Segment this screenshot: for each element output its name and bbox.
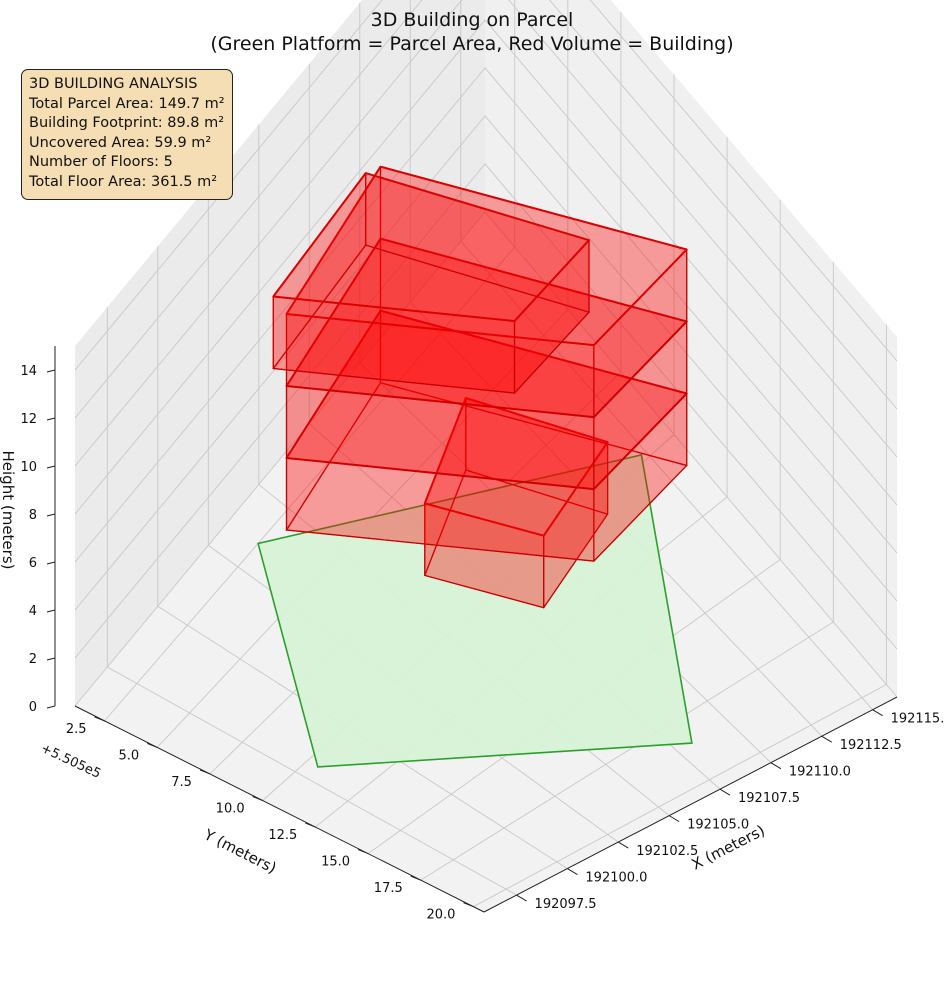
z-grid-line xyxy=(74,19,898,515)
y-grid-line xyxy=(473,684,887,908)
z-tick xyxy=(46,561,56,565)
building-floor xyxy=(285,237,688,490)
y-tick xyxy=(463,902,474,908)
z-grid-line xyxy=(74,0,898,467)
x-tick-label: 192110.0 xyxy=(789,765,851,780)
z-tick-label: 14 xyxy=(20,364,37,379)
y-tick-label: 17.5 xyxy=(374,881,403,896)
x-tick-label: 192097.5 xyxy=(535,897,597,912)
x-tick xyxy=(668,815,680,823)
y-tick-label: 5.0 xyxy=(119,748,140,763)
z-tick-label: 12 xyxy=(20,412,37,427)
y-tick-label: 12.5 xyxy=(268,828,297,843)
floor-top-face xyxy=(285,165,688,347)
x-axis-line xyxy=(483,696,898,913)
y-tick xyxy=(305,822,316,828)
x-grid-line xyxy=(460,240,873,711)
y-tick xyxy=(94,716,105,722)
z-tick xyxy=(46,369,56,373)
z-tick xyxy=(46,609,56,613)
y-tick xyxy=(147,742,158,748)
y-tick-label: 15.0 xyxy=(321,855,350,870)
info-parcel-area: Total Parcel Area: 149.7 m² xyxy=(29,95,225,112)
floor-top-face xyxy=(423,397,609,537)
x-tick xyxy=(719,788,731,796)
z-grid-line xyxy=(74,67,898,563)
x-tick xyxy=(770,762,782,770)
x-tick xyxy=(872,709,883,717)
x-tick-label: 192115.0 xyxy=(891,712,944,727)
info-building-footprint: Building Footprint: 89.8 m² xyxy=(29,115,225,132)
y-grid-line xyxy=(104,246,516,722)
info-total-floor-area: Total Floor Area: 361.5 m² xyxy=(29,173,218,190)
z-tick-label: 10 xyxy=(20,460,37,475)
back-left-pane xyxy=(75,0,485,706)
floor-top-face xyxy=(272,172,590,323)
y-grid-line xyxy=(420,621,834,881)
z-grid-line xyxy=(74,211,898,707)
z-tick-label: 6 xyxy=(29,556,37,571)
x-tick xyxy=(618,841,629,849)
building-floor xyxy=(285,309,688,562)
y-tick-label: 2.5 xyxy=(66,722,87,737)
y-tick-label: 10.0 xyxy=(216,802,245,817)
x-tick-label: 192112.5 xyxy=(840,738,902,753)
z-grid-line xyxy=(74,0,898,371)
z-axis-label: Height (meters) xyxy=(0,451,17,570)
z-tick xyxy=(46,513,56,517)
x-tick xyxy=(821,735,832,743)
z-grid-line xyxy=(74,0,898,419)
x-tick xyxy=(567,868,578,876)
z-grid-line xyxy=(74,115,898,611)
z-tick xyxy=(46,705,56,709)
building-floor xyxy=(285,165,688,418)
info-number-of-floors: Number of Floors: 5 xyxy=(29,154,173,171)
z-tick-label: 2 xyxy=(29,652,37,667)
z-grid-line xyxy=(74,163,898,659)
tick-marks xyxy=(46,369,883,908)
x-tick xyxy=(516,894,527,902)
building-layer xyxy=(272,165,688,609)
back-right-pane xyxy=(485,0,897,697)
z-tick-label: 4 xyxy=(29,604,37,619)
z-tick xyxy=(46,417,56,421)
building-floor xyxy=(272,172,591,394)
y-tick-label: 7.5 xyxy=(171,775,192,790)
y-offset-label: +5.505e5 xyxy=(38,741,103,782)
z-tick xyxy=(46,465,56,469)
y-tick xyxy=(252,796,263,801)
chart-title: 3D Building on Parcel xyxy=(371,9,574,31)
parcel-layer xyxy=(257,453,693,768)
x-grid-line xyxy=(107,666,517,896)
z-tick-label: 0 xyxy=(29,700,37,715)
info-uncovered-area: Uncovered Area: 59.9 m² xyxy=(29,134,212,151)
x-tick-label: 192105.0 xyxy=(687,818,749,833)
y-tick xyxy=(199,769,211,775)
x-tick-label: 192102.5 xyxy=(636,844,698,859)
building-floor xyxy=(423,397,609,609)
analysis-info-box: 3D BUILDING ANALYSIS Total Parcel Area: … xyxy=(21,69,233,200)
info-heading: 3D BUILDING ANALYSIS xyxy=(29,76,198,92)
y-tick-label: 20.0 xyxy=(427,908,456,923)
chart-subtitle: (Green Platform = Parcel Area, Red Volum… xyxy=(210,33,733,55)
y-tick xyxy=(357,849,369,855)
z-tick-label: 8 xyxy=(29,508,37,523)
x-tick-label: 192107.5 xyxy=(738,791,800,806)
z-tick xyxy=(46,657,56,661)
x-tick-label: 192100.0 xyxy=(585,871,647,886)
parcel-platform xyxy=(257,453,693,768)
y-tick xyxy=(410,875,421,881)
